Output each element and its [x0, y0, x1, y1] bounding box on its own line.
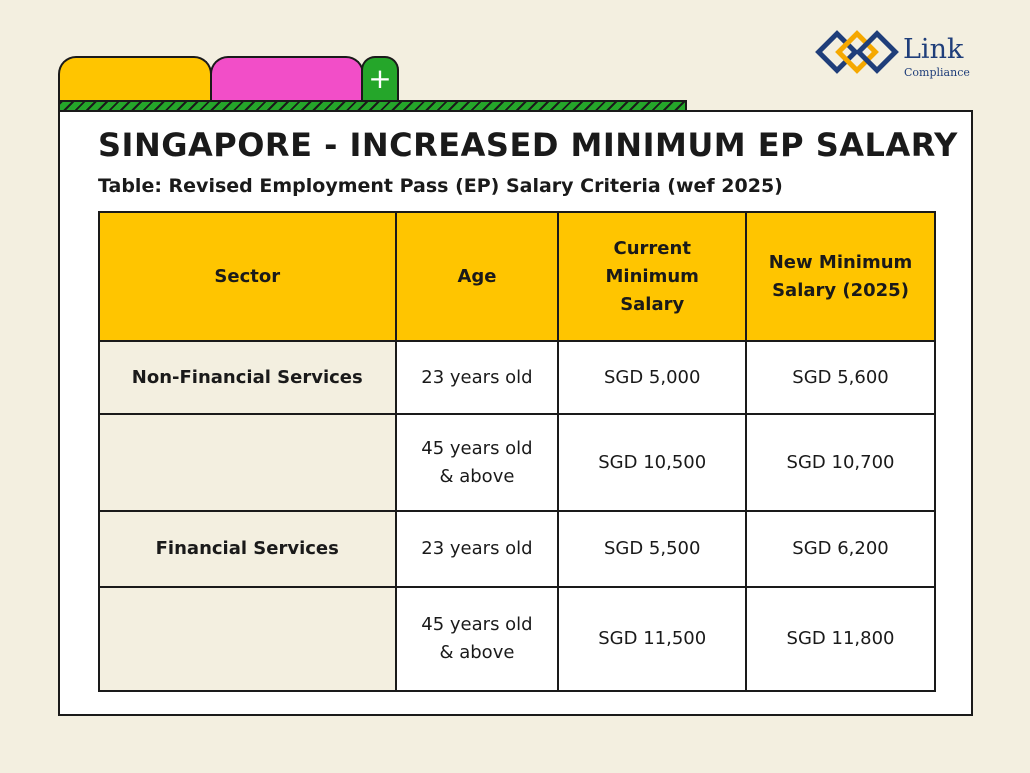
- age-cell: 23 years old: [394, 340, 560, 415]
- page-title: SINGAPORE - INCREASED MINIMUM EP SALARY: [98, 126, 958, 164]
- new-salary-cell: SGD 10,700: [745, 413, 936, 512]
- new-salary-cell: SGD 11,800: [745, 586, 936, 692]
- current-salary-cell: SGD 11,500: [557, 586, 748, 692]
- current-salary-cell: SGD 5,000: [557, 340, 748, 415]
- brand-tagline: Compliance: [904, 66, 970, 79]
- link-compliance-logo-icon: [815, 30, 899, 74]
- folder-tab-pink: [210, 56, 364, 102]
- table-row: 45 years old & above SGD 11,500 SGD 11,8…: [98, 586, 936, 692]
- table-header-row: Sector Age Current Minimum Salary New Mi…: [98, 211, 936, 342]
- brand-name: Link: [903, 34, 964, 65]
- folder-tab-yellow: [58, 56, 212, 102]
- header-current-salary: Current Minimum Salary: [557, 211, 748, 342]
- sector-cell: Financial Services: [98, 510, 397, 588]
- new-salary-cell: SGD 6,200: [745, 510, 936, 588]
- sector-cell: Non-Financial Services: [98, 340, 397, 415]
- table-row: Non-Financial Services 23 years old SGD …: [98, 340, 936, 415]
- table-row: 45 years old & above SGD 10,500 SGD 10,7…: [98, 413, 936, 512]
- header-sector: Sector: [98, 211, 397, 342]
- salary-criteria-table: Sector Age Current Minimum Salary New Mi…: [98, 211, 936, 692]
- add-tab-button[interactable]: +: [361, 56, 399, 102]
- header-age: Age: [394, 211, 560, 342]
- table-caption: Table: Revised Employment Pass (EP) Sala…: [98, 175, 783, 197]
- sector-cell: [98, 586, 397, 692]
- striped-strip: [58, 100, 687, 111]
- table-row: Financial Services 23 years old SGD 5,50…: [98, 510, 936, 588]
- sector-cell: [98, 413, 397, 512]
- current-salary-cell: SGD 5,500: [557, 510, 748, 588]
- current-salary-cell: SGD 10,500: [557, 413, 748, 512]
- content-card: SINGAPORE - INCREASED MINIMUM EP SALARY …: [58, 110, 973, 716]
- age-cell: 45 years old & above: [394, 586, 560, 692]
- plus-icon: +: [368, 62, 392, 95]
- header-new-salary: New Minimum Salary (2025): [745, 211, 936, 342]
- new-salary-cell: SGD 5,600: [745, 340, 936, 415]
- age-cell: 45 years old & above: [394, 413, 560, 512]
- age-cell: 23 years old: [394, 510, 560, 588]
